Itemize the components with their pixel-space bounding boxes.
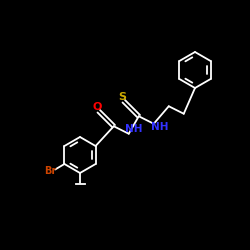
Text: Br: Br	[44, 166, 56, 176]
Text: NH: NH	[126, 124, 143, 134]
Text: NH: NH	[150, 122, 168, 132]
Text: S: S	[118, 92, 126, 102]
Text: O: O	[93, 102, 102, 112]
